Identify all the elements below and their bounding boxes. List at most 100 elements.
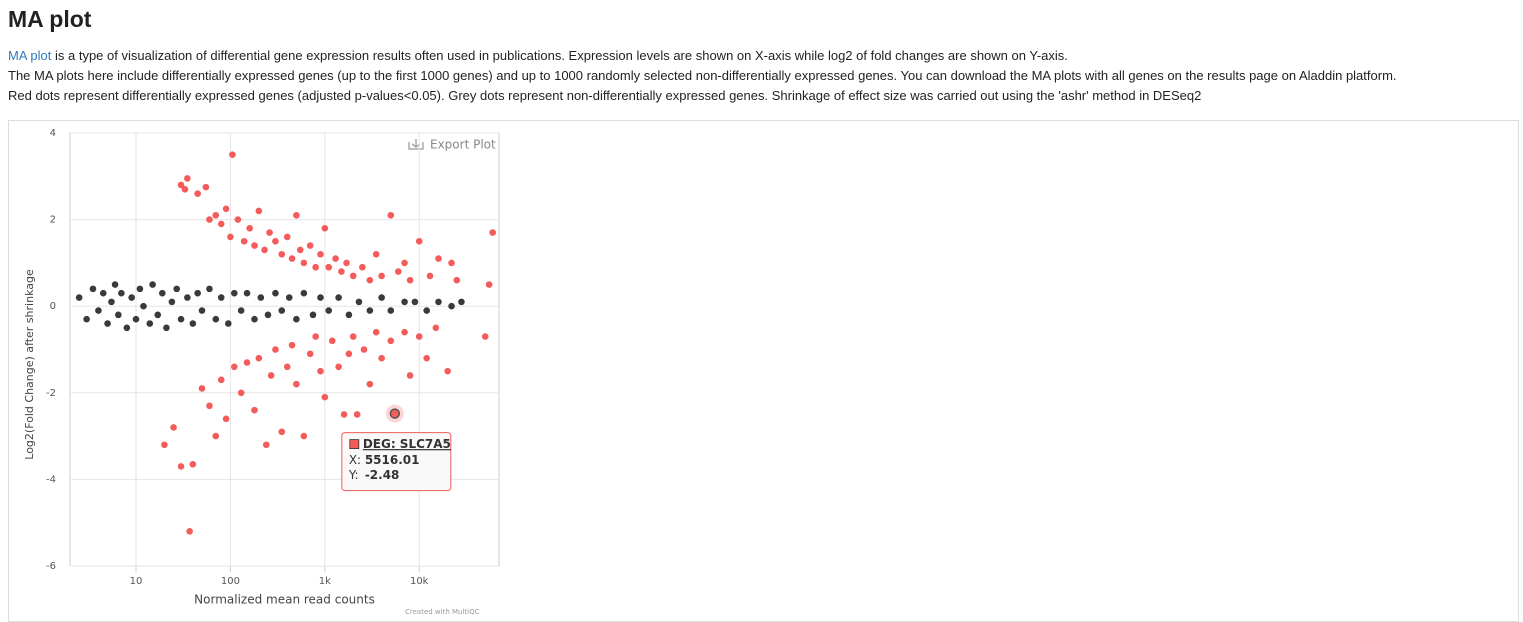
point [227,233,234,241]
x-tick-label: 1k [319,576,331,587]
point [168,298,176,306]
point [257,294,265,301]
point [335,363,342,371]
point [293,315,300,323]
point [359,263,366,271]
point [231,363,238,371]
point [217,220,225,228]
point [306,350,314,358]
point [378,294,385,301]
point [293,211,300,219]
point [300,432,308,440]
point [198,307,206,314]
point [224,320,232,327]
x-axis-title: Normalized mean read counts [194,593,375,607]
point [372,250,380,258]
point [115,311,122,319]
point [206,285,213,293]
tooltip-y: -2.48 [365,468,400,482]
point [435,298,442,306]
point [366,307,374,314]
point [328,337,336,345]
hovered-point [389,408,401,419]
point [128,294,135,301]
point [243,289,251,297]
point [184,175,191,182]
tooltip-x-label: X: [349,453,361,467]
point [184,294,191,301]
y-tick-label: -2 [46,388,56,399]
point [154,311,162,319]
point [278,250,286,258]
point [198,385,206,392]
export-icon [408,139,424,150]
point [349,272,357,280]
point [406,372,414,379]
point [189,320,197,327]
point [83,315,90,323]
point [335,294,342,301]
point [189,460,197,468]
point [278,428,286,436]
point [161,441,168,449]
point [266,229,273,236]
link[interactable]: MA plot [8,48,52,63]
point [300,259,308,267]
point [360,346,368,353]
point [75,294,83,301]
point [485,281,493,288]
point [240,237,248,245]
point [401,298,408,306]
point [111,281,119,288]
point [237,307,245,314]
point [173,285,181,293]
point [306,242,314,249]
point [123,324,131,332]
x-tick-label: 100 [221,576,240,587]
point [95,307,102,314]
point [255,207,263,215]
point [261,246,268,254]
point [194,190,201,197]
point [387,211,395,219]
point [149,281,156,288]
point [312,333,319,340]
point [325,263,333,271]
point [489,229,496,236]
point [222,205,230,213]
point [163,324,170,332]
point [423,307,430,314]
y-tick-label: 0 [50,301,56,312]
point [255,354,263,362]
point [387,337,395,345]
point [104,320,111,327]
y-axis-title: Log2(Fold Change) after shrinkage [23,269,36,460]
export-button[interactable]: Export Plot [408,138,496,152]
point [222,415,230,423]
point [264,311,272,319]
point [401,328,408,336]
y-tick-label: 2 [50,215,56,226]
point [448,259,455,267]
point [378,354,385,362]
point [229,151,236,158]
point [262,441,270,449]
point [206,216,213,223]
point [206,402,213,410]
point [366,276,374,284]
point [453,276,461,284]
point [237,389,245,397]
point [99,289,107,297]
paragraph: The MA plots here include differentially… [8,68,1397,83]
point [444,367,451,375]
point [432,324,440,332]
point [283,363,291,371]
point [251,315,258,323]
point [140,302,147,310]
point [202,183,210,191]
point [231,289,238,297]
point [300,289,308,297]
export-label[interactable]: Export Plot [430,138,496,152]
